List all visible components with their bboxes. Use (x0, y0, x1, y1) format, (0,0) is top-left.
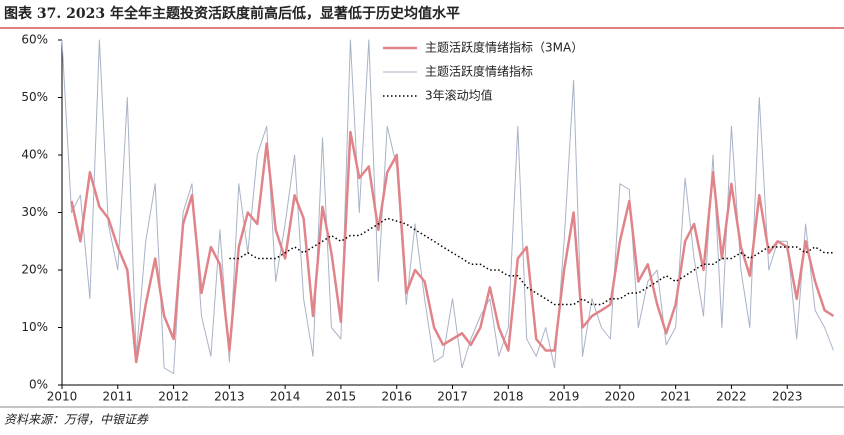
source-note: 资料来源：万得，中银证券 (4, 413, 149, 427)
legend-label: 主题活跃度情绪指标（3MA） (425, 40, 583, 55)
x-tick-label: 2015 (326, 390, 357, 404)
y-tick-label: 20% (21, 263, 48, 277)
x-tick-label: 2021 (660, 390, 691, 404)
y-tick-label: 10% (21, 320, 48, 334)
y-tick-label: 60% (21, 33, 48, 47)
series-line (61, 39, 834, 374)
x-tick-label: 2022 (716, 390, 747, 404)
x-tick-label: 2011 (103, 390, 134, 404)
x-tick-label: 2013 (214, 390, 245, 404)
chart-title: 图表 37. 2023 年全年主题投资活跃度前高后低，显著低于历史均值水平 (4, 5, 460, 22)
x-tick-label: 2012 (158, 390, 189, 404)
x-tick-label: 2016 (381, 390, 412, 404)
x-tick-label: 2018 (493, 390, 524, 404)
series-line (70, 130, 835, 364)
x-tick-label: 2010 (47, 390, 78, 404)
x-tick-label: 2019 (549, 390, 580, 404)
x-tick-label: 2017 (437, 390, 468, 404)
y-tick-label: 50% (21, 90, 48, 104)
y-tick-label: 40% (21, 148, 48, 162)
x-tick-label: 2023 (772, 390, 803, 404)
y-tick-label: 0% (29, 378, 48, 392)
legend-label: 3年滚动均值 (425, 88, 493, 103)
series-line (229, 217, 834, 306)
x-tick-label: 2020 (605, 390, 636, 404)
legend-label: 主题活跃度情绪指标 (425, 64, 533, 79)
y-tick-label: 30% (21, 205, 48, 219)
x-tick-label: 2014 (270, 390, 301, 404)
